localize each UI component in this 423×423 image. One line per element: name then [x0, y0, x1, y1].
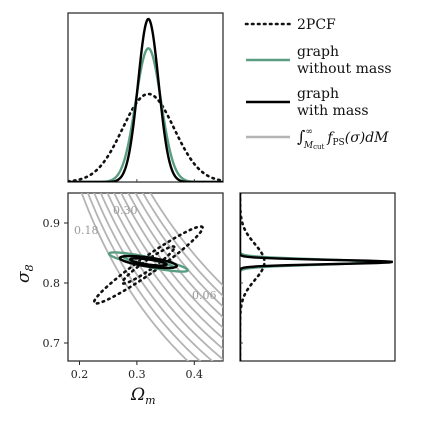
y-tick-label: 0.7: [43, 337, 61, 350]
x-tick-label: 0.3: [128, 368, 146, 381]
y-axis-label: σ8: [14, 264, 36, 283]
marginal-omega-pcf: [68, 92, 223, 182]
iso-mass-line: [86, 193, 202, 361]
iso-mass-line: [120, 193, 223, 329]
contour-pcf: [92, 225, 204, 305]
iso-mass-line: [141, 193, 223, 298]
contour-graph_with_mass: [128, 257, 168, 267]
iso-mass-line: [134, 193, 223, 308]
contour-level-label: 0.30: [113, 204, 138, 217]
x-tick-label: 0.4: [186, 368, 204, 381]
top-marginal-panel: [67, 12, 224, 183]
y-tick-label: 0.9: [43, 217, 61, 230]
iso-mass-line: [99, 193, 223, 361]
legend-label-graph-with-mass: graph: [297, 86, 339, 102]
marginal-omega-graph_with_mass: [68, 17, 223, 182]
marginal-sigma8-graph_without_mass: [240, 193, 371, 361]
joint-contours: [92, 225, 204, 305]
iso-mass-line: [80, 193, 190, 361]
legend: 2PCF graph without mass graph with mass …: [244, 17, 392, 151]
y-tick-label: 0.8: [43, 277, 61, 290]
marginal-omega-graph_without_mass: [68, 47, 223, 182]
iso-mass-function-lines: [80, 193, 223, 361]
iso-mass-line: [93, 193, 214, 361]
contour-level-label: 0.18: [74, 224, 99, 237]
iso-mass-line: [127, 193, 223, 319]
axis-ticks: 0.2 0.3 0.4 0.7 0.8 0.9: [43, 179, 243, 381]
x-tick-label: 0.2: [71, 368, 89, 381]
joint-posterior-panel: [67, 192, 224, 362]
marginal-sigma8-graph_with_mass: [240, 193, 393, 361]
legend-label-graph-with-mass-line2: with mass: [297, 103, 369, 119]
sigma8-marginals: [240, 193, 393, 361]
contour-level-label: 0.06: [192, 289, 217, 302]
contour-graph_with_mass: [118, 254, 178, 270]
legend-label-press-schechter: ∫∞ McutfPS(σ)dM: [297, 127, 389, 151]
marginal-sigma8-pcf: [240, 193, 266, 361]
iso-mass-line: [149, 193, 223, 287]
legend-label-graph-without-mass: graph: [297, 44, 339, 60]
x-axis-label: Ωm: [130, 385, 156, 407]
iso-mass-line: [106, 193, 223, 351]
omega-m-marginals: [68, 17, 223, 182]
legend-label-graph-without-mass-line2: without mass: [297, 61, 392, 77]
right-marginal-panel: [239, 192, 396, 362]
legend-label-2pcf: 2PCF: [297, 17, 336, 33]
